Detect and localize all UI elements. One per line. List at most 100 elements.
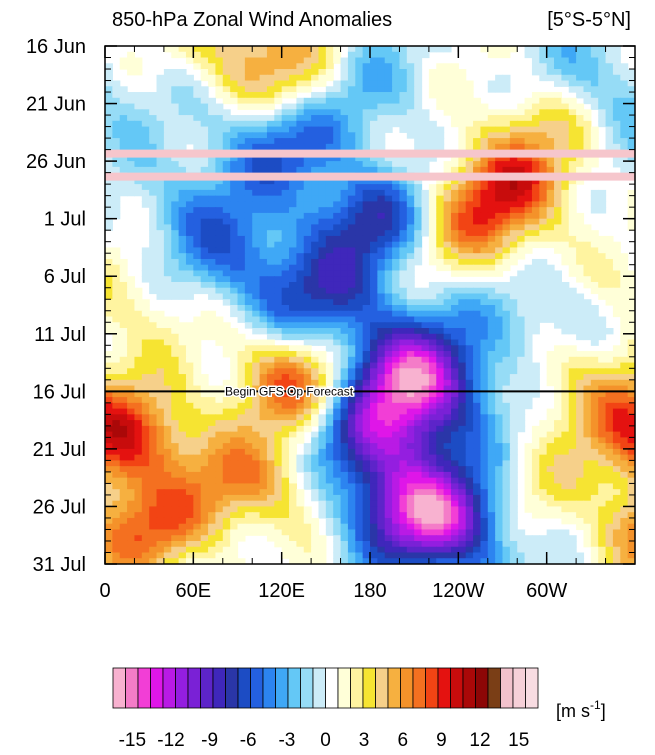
heatmap-cell [112, 328, 121, 335]
heatmap-cell [377, 270, 386, 277]
heatmap-cell [112, 471, 121, 479]
heatmap-cell [554, 437, 562, 444]
heatmap-cell [325, 489, 334, 496]
heatmap-cell [620, 374, 629, 381]
heatmap-cell [414, 195, 423, 202]
heatmap-cell [377, 253, 386, 260]
heatmap-cell [171, 109, 180, 116]
heatmap-cell [185, 235, 194, 243]
heatmap-cell [473, 178, 482, 185]
heatmap-cell [303, 477, 312, 485]
heatmap-cell [458, 385, 467, 392]
heatmap-cell [384, 448, 393, 456]
heatmap-cell [546, 305, 555, 312]
heatmap-cell [568, 408, 577, 415]
heatmap-cell [561, 322, 570, 329]
heatmap-cell [296, 247, 305, 254]
heatmap-cell [259, 425, 268, 433]
heatmap-cell [141, 379, 150, 387]
heatmap-cell [266, 299, 275, 306]
heatmap-cell [119, 264, 128, 272]
heatmap-cell [414, 454, 423, 461]
heatmap-cell [370, 218, 378, 226]
heatmap-cell [509, 402, 518, 410]
heatmap-cell [436, 397, 445, 404]
heatmap-cell [281, 425, 290, 433]
heatmap-cell [296, 287, 305, 295]
heatmap-cell [583, 420, 592, 427]
heatmap-cell [399, 97, 408, 105]
heatmap-cell [561, 126, 570, 133]
heatmap-cell [392, 310, 401, 318]
heatmap-cell [296, 305, 305, 312]
heatmap-cell [244, 408, 253, 415]
heatmap-cell [193, 351, 202, 358]
heatmap-cell [127, 402, 136, 410]
heatmap-cell [576, 431, 585, 438]
heatmap-cell [620, 299, 629, 306]
heatmap-cell [185, 161, 194, 168]
heatmap-cell [333, 241, 342, 249]
heatmap-cell [531, 385, 540, 392]
heatmap-cell [362, 477, 371, 485]
heatmap-cell [193, 333, 202, 341]
heatmap-cell [370, 184, 378, 191]
heatmap-cell [311, 483, 320, 490]
heatmap-cell [450, 92, 459, 99]
heatmap-cell [531, 184, 540, 191]
heatmap-cell [524, 126, 533, 133]
heatmap-cell [141, 397, 150, 404]
heatmap-cell [178, 74, 187, 82]
heatmap-cell [163, 212, 172, 220]
heatmap-cell [244, 258, 253, 266]
heatmap-cell [274, 345, 283, 352]
heatmap-cell [105, 385, 113, 392]
heatmap-cell [178, 155, 187, 162]
heatmap-cell [546, 299, 555, 306]
heatmap-cell [428, 431, 437, 438]
heatmap-cell [517, 385, 526, 392]
heatmap-cell [561, 368, 570, 375]
heatmap-cell [598, 333, 607, 341]
heatmap-cell [605, 74, 614, 82]
heatmap-cell [583, 310, 592, 318]
heatmap-cell [392, 115, 401, 122]
heatmap-cell [252, 425, 261, 433]
heatmap-cell [222, 235, 231, 243]
heatmap-cell [583, 97, 592, 105]
heatmap-cell [568, 305, 577, 312]
heatmap-cell [531, 161, 540, 168]
heatmap-cell [546, 235, 555, 243]
heatmap-cell [487, 391, 496, 398]
heatmap-cell [222, 328, 231, 335]
heatmap-cell [627, 391, 635, 398]
heatmap-cell [347, 218, 356, 226]
heatmap-cell [325, 161, 334, 168]
heatmap-cell [237, 362, 246, 369]
heatmap-cell [333, 258, 342, 266]
heatmap-cell [289, 414, 297, 421]
heatmap-cell [127, 155, 136, 162]
heatmap-cell [318, 80, 327, 87]
heatmap-cell [384, 316, 393, 323]
heatmap-cell [377, 189, 386, 197]
heatmap-cell [237, 57, 246, 64]
heatmap-cell [627, 161, 635, 168]
heatmap-cell [414, 161, 423, 168]
heatmap-cell [414, 333, 423, 341]
heatmap-cell [156, 333, 165, 341]
heatmap-cell [443, 201, 452, 208]
heatmap-cell [377, 489, 386, 496]
heatmap-cell [156, 477, 165, 485]
heatmap-cell [289, 132, 297, 139]
heatmap-cell [127, 120, 136, 128]
heatmap-cell [178, 178, 187, 185]
heatmap-cell [171, 328, 180, 335]
heatmap-cell [487, 339, 496, 346]
heatmap-cell [274, 143, 283, 151]
heatmap-cell [274, 178, 283, 185]
heatmap-cell [200, 448, 209, 456]
heatmap-cell [149, 230, 158, 237]
heatmap-cell [362, 276, 371, 283]
heatmap-cell [274, 420, 283, 427]
